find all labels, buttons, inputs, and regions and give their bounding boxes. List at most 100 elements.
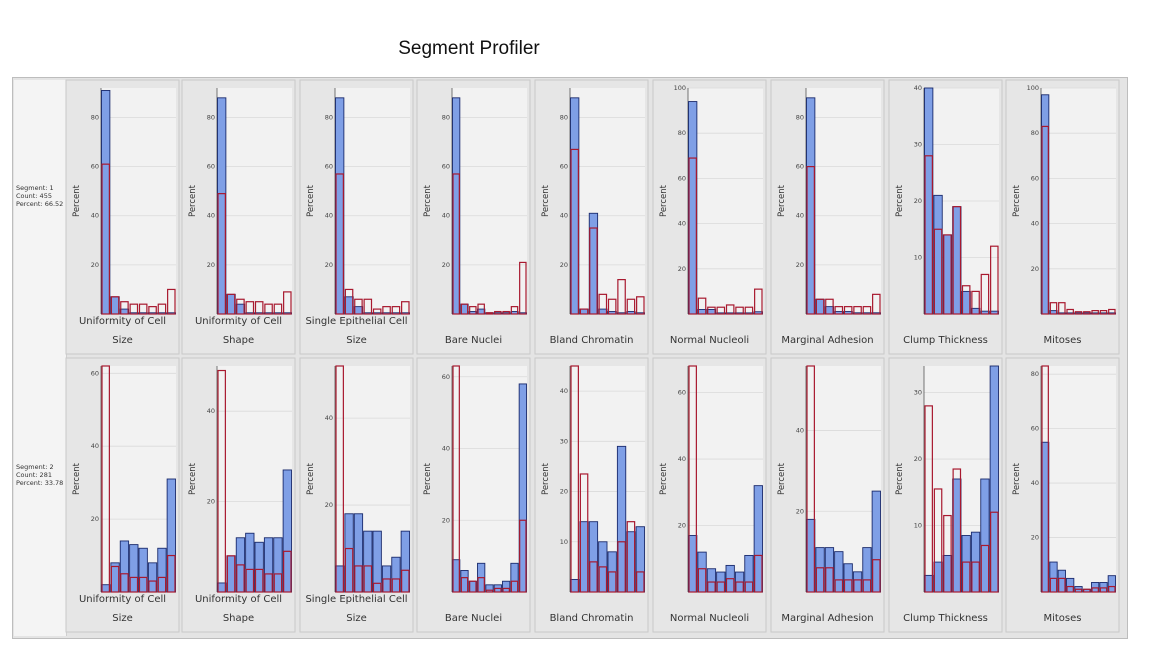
y-axis-label-r0c5: Percent <box>659 184 669 217</box>
segment-bar-r1c4 <box>616 445 627 593</box>
segment-bar-r1c6 <box>871 490 881 593</box>
y-tick-label-r1c8: 20 <box>1031 534 1039 542</box>
overall-bar-r0c7 <box>924 155 933 315</box>
overall-bar-r0c0 <box>138 303 148 315</box>
y-tick-label-r0c0: 80 <box>91 113 99 121</box>
y-tick-label-r0c8: 40 <box>1031 220 1039 228</box>
y-axis-label-r1c0: Percent <box>72 462 82 495</box>
overall-bar-r1c3 <box>510 580 519 593</box>
overall-bar-r1c1 <box>264 573 273 593</box>
y-tick-label-r1c8: 60 <box>1031 425 1039 433</box>
y-tick-label-r1c5: 40 <box>678 455 686 463</box>
segment-1-info: Segment: 1 Count: 455 Percent: 66.52 <box>16 184 63 208</box>
overall-bar-r0c8 <box>1108 308 1116 315</box>
overall-bar-r1c5 <box>697 568 707 593</box>
plot-area-r0c3 <box>452 88 527 314</box>
segment-bar-r1c0 <box>147 562 158 593</box>
y-tick-label-r1c4: 10 <box>560 538 568 546</box>
y-tick-label-r1c0: 20 <box>91 515 99 523</box>
y-tick-label-r1c8: 40 <box>1031 479 1039 487</box>
y-tick-label-r1c8: 80 <box>1031 370 1039 378</box>
y-tick-label-r0c6: 20 <box>796 261 804 269</box>
y-axis-label-r1c7: Percent <box>895 462 905 495</box>
overall-bar-r0c1 <box>245 301 255 315</box>
y-axis-label-r1c1: Percent <box>188 462 198 495</box>
segment-bar-r1c0 <box>101 584 111 593</box>
overall-bar-r1c0 <box>101 365 110 593</box>
overall-bar-r1c2 <box>382 578 391 593</box>
y-tick-label-r1c4: 30 <box>560 437 568 445</box>
y-tick-label-r0c5: 60 <box>678 174 686 182</box>
overall-bar-r0c6 <box>872 293 881 315</box>
segment-bar-r0c0 <box>110 296 120 315</box>
x-axis-label-line2-r0c0: Size <box>112 335 133 346</box>
overall-bar-r0c8 <box>1066 308 1074 315</box>
segment-bar-r1c7 <box>924 574 934 593</box>
y-tick-label-r0c5: 20 <box>678 265 686 273</box>
overall-bar-r0c0 <box>157 303 167 315</box>
overall-bar-r1c3 <box>469 580 477 593</box>
y-tick-label-r0c3: 40 <box>442 212 450 220</box>
segment-bar-r1c1 <box>245 532 255 593</box>
overall-bar-r1c5 <box>735 581 744 593</box>
overall-bar-r0c8 <box>1099 310 1108 315</box>
overall-bar-r1c1 <box>283 550 292 593</box>
overall-bar-r0c3 <box>494 310 502 315</box>
overall-bar-r1c1 <box>217 369 226 593</box>
overall-bar-r1c7 <box>924 405 933 593</box>
segment-bar-r0c4 <box>598 308 608 315</box>
overall-bar-r1c0 <box>157 576 167 593</box>
overall-bar-r1c0 <box>148 580 157 593</box>
segment-bar-r1c5 <box>744 554 754 593</box>
overall-bar-r0c2 <box>335 173 344 315</box>
y-tick-label-r1c4: 20 <box>560 488 568 496</box>
overall-bar-r0c4 <box>579 308 589 315</box>
segment-bar-r1c7 <box>961 535 971 593</box>
overall-bar-r1c3 <box>485 589 494 593</box>
x-axis-label-line2-r1c0: Size <box>112 613 133 624</box>
x-axis-label-line2-r0c2: Size <box>346 335 367 346</box>
chart-title: Segment Profiler <box>398 38 540 59</box>
overall-bar-r1c7 <box>990 511 999 593</box>
overall-bar-r1c2 <box>344 547 354 593</box>
y-axis-label-r1c8: Percent <box>1012 462 1022 495</box>
segment-bar-r1c0 <box>119 540 130 593</box>
segment-bar-r1c7 <box>952 478 962 593</box>
segment-bar-r0c6 <box>815 298 825 315</box>
overall-bar-r0c5 <box>707 306 716 315</box>
overall-bar-r1c2 <box>354 565 363 593</box>
overall-bar-r1c6 <box>853 579 862 593</box>
y-tick-label-r0c8: 20 <box>1031 265 1039 273</box>
overall-bar-r1c6 <box>834 579 844 593</box>
y-axis-label-r1c4: Percent <box>541 462 551 495</box>
y-tick-label-r1c0: 60 <box>91 369 99 377</box>
overall-bar-r0c1 <box>283 291 292 315</box>
y-tick-label-r1c4: 40 <box>560 387 568 395</box>
segment-bar-r1c1 <box>254 541 264 593</box>
segment-2-percent: Percent: 33.78 <box>16 479 64 487</box>
y-axis-label-r0c3: Percent <box>423 184 433 217</box>
segment-bar-r1c7 <box>942 554 953 593</box>
y-tick-label-r0c0: 40 <box>91 212 99 220</box>
overall-bar-r0c7 <box>943 234 952 315</box>
overall-bar-r1c8 <box>1108 585 1116 593</box>
overall-bar-r1c3 <box>502 587 510 593</box>
y-tick-label-r1c1: 40 <box>207 407 215 415</box>
segment-2-info: Segment: 2 Count: 281 Percent: 33.78 <box>16 463 63 487</box>
overall-bar-r0c8 <box>1049 302 1058 315</box>
x-axis-label-r0c1: Uniformity of Cell <box>195 316 282 327</box>
x-axis-label-r1c4: Bland Chromatin <box>550 613 634 624</box>
y-axis-label-r0c2: Percent <box>306 184 316 217</box>
segment-bar-r1c6 <box>852 571 863 593</box>
overall-bar-r1c3 <box>460 577 469 593</box>
overall-bar-r1c8 <box>1058 577 1066 593</box>
y-tick-label-r0c3: 20 <box>442 261 450 269</box>
y-tick-label-r0c1: 60 <box>207 163 215 171</box>
segment-bar-r1c2 <box>391 556 401 593</box>
overall-bar-r0c3 <box>469 306 477 315</box>
overall-bar-r0c6 <box>843 306 853 315</box>
overall-bar-r0c4 <box>570 148 579 315</box>
overall-bar-r0c3 <box>477 303 485 315</box>
overall-bar-r0c5 <box>744 306 754 315</box>
y-tick-label-r0c5: 40 <box>678 220 686 228</box>
